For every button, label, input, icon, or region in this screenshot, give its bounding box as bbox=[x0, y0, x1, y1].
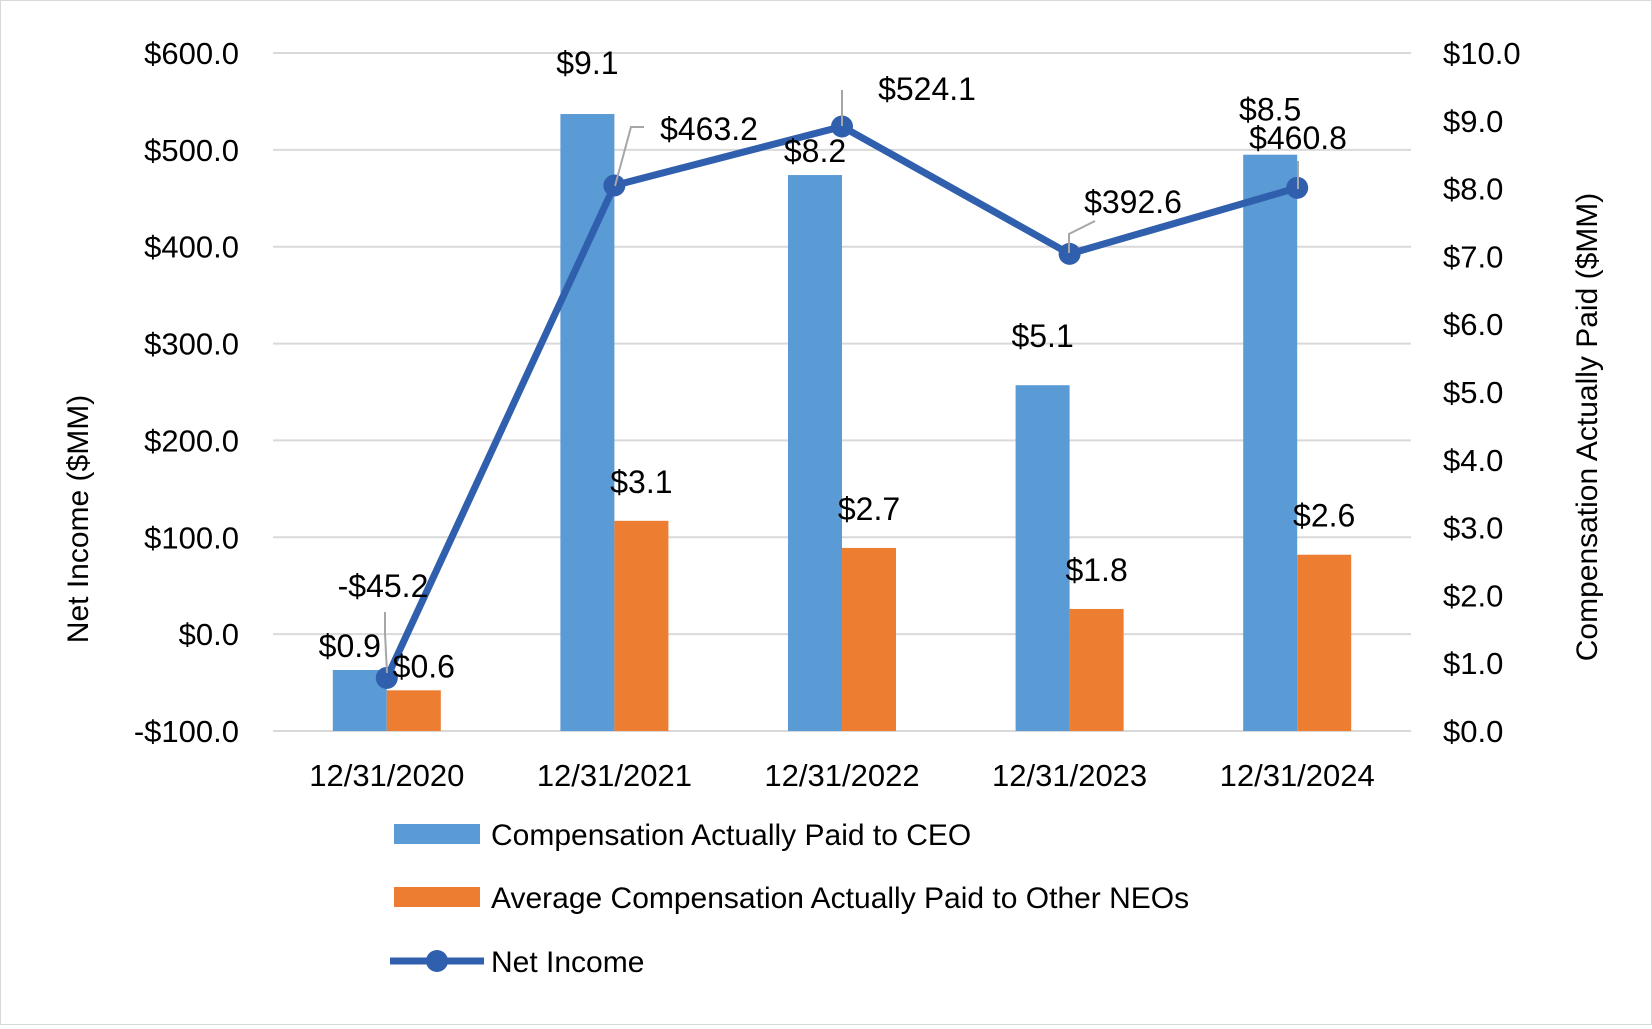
right-tick-label: $1.0 bbox=[1443, 646, 1503, 681]
legend-label-neo: Average Compensation Actually Paid to Ot… bbox=[491, 882, 1189, 915]
left-axis-title: Net Income ($MM) bbox=[62, 395, 95, 643]
net-income-marker bbox=[375, 666, 398, 689]
bar-neo bbox=[614, 520, 669, 731]
data-label-net-income: $392.6 bbox=[1084, 184, 1182, 220]
left-tick-label: $400.0 bbox=[144, 230, 239, 265]
legend-swatch-net-income-marker bbox=[426, 950, 448, 972]
x-tick-label: 12/31/2024 bbox=[1220, 758, 1375, 793]
right-tick-label: $8.0 bbox=[1443, 172, 1503, 207]
right-tick-label: $0.0 bbox=[1443, 714, 1503, 749]
data-label-ceo: $0.9 bbox=[319, 628, 381, 664]
data-label-leader-line bbox=[384, 612, 388, 674]
data-label-net-income: $524.1 bbox=[878, 71, 976, 107]
right-axis-title: Compensation Actually Paid ($MM) bbox=[1571, 193, 1604, 662]
data-label-neo: $2.7 bbox=[838, 491, 900, 527]
data-label-neo: $0.6 bbox=[393, 648, 455, 684]
right-tick-label: $4.0 bbox=[1443, 443, 1503, 478]
left-tick-label: $300.0 bbox=[144, 327, 239, 362]
left-tick-label: $0.0 bbox=[179, 617, 239, 652]
data-label-net-income: -$45.2 bbox=[338, 568, 429, 604]
bar-neo bbox=[1069, 608, 1124, 731]
right-tick-label: $6.0 bbox=[1443, 307, 1503, 342]
left-tick-label: $200.0 bbox=[144, 423, 239, 458]
bar-neo bbox=[842, 547, 896, 731]
bar-ceo bbox=[560, 114, 615, 731]
data-label-ceo: $9.1 bbox=[556, 45, 618, 81]
right-tick-label: $3.0 bbox=[1443, 511, 1503, 546]
data-label-neo: $2.6 bbox=[1293, 498, 1355, 534]
legend-swatch-ceo bbox=[394, 824, 480, 844]
net-income-marker bbox=[831, 115, 853, 138]
right-tick-label: $10.0 bbox=[1443, 36, 1521, 71]
data-label-leader-line bbox=[1068, 220, 1096, 253]
data-label-ceo: $8.5 bbox=[1239, 92, 1301, 128]
right-tick-label: $5.0 bbox=[1443, 375, 1503, 410]
data-label-net-income: $463.2 bbox=[660, 111, 758, 147]
x-tick-label: 12/31/2021 bbox=[537, 758, 692, 793]
data-label-neo: $1.8 bbox=[1065, 552, 1127, 588]
legend-swatch-neo bbox=[394, 887, 480, 907]
left-tick-label: $500.0 bbox=[144, 133, 239, 168]
data-label-ceo: $5.1 bbox=[1011, 318, 1073, 354]
data-label-neo: $3.1 bbox=[610, 464, 672, 500]
x-tick-label: 12/31/2020 bbox=[309, 758, 464, 793]
right-tick-label: $7.0 bbox=[1443, 239, 1503, 274]
bar-ceo bbox=[1015, 385, 1070, 731]
right-tick-label: $2.0 bbox=[1443, 578, 1503, 613]
net-income-marker bbox=[1058, 242, 1081, 265]
x-tick-label: 12/31/2022 bbox=[764, 758, 919, 793]
left-tick-label: $100.0 bbox=[144, 520, 239, 555]
data-label-leader-line bbox=[614, 126, 644, 187]
legend-label-ceo: Compensation Actually Paid to CEO bbox=[491, 819, 971, 852]
bar-neo bbox=[1297, 554, 1352, 731]
left-tick-label: -$100.0 bbox=[134, 714, 239, 749]
right-tick-label: $9.0 bbox=[1443, 104, 1503, 139]
data-label-net-income: $460.8 bbox=[1249, 120, 1347, 156]
bar-ceo bbox=[1243, 154, 1298, 731]
left-tick-label: $600.0 bbox=[144, 36, 239, 71]
bar-ceo bbox=[788, 175, 842, 732]
bar-neo bbox=[386, 690, 441, 731]
x-tick-label: 12/31/2023 bbox=[992, 758, 1147, 793]
legend-label-net-income: Net Income bbox=[491, 946, 644, 979]
data-label-ceo: $8.2 bbox=[784, 133, 846, 169]
